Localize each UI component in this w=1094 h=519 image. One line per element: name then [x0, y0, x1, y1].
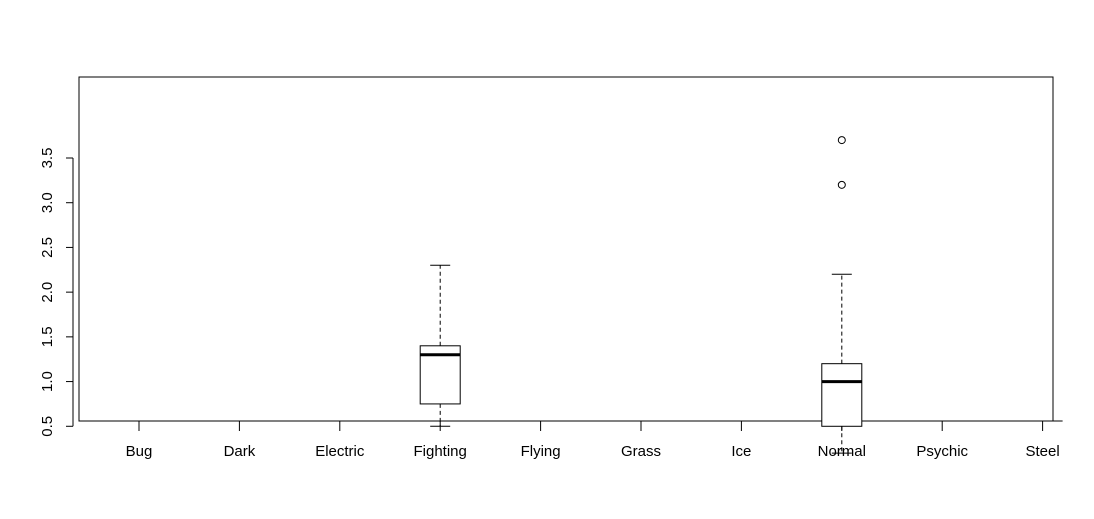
x-tick-label: Dark [224, 443, 256, 460]
y-tick-label: 0.5 [39, 416, 56, 437]
y-tick-label: 2.0 [39, 282, 56, 303]
box-body [821, 363, 863, 427]
y-tick-label: 3.5 [39, 148, 56, 169]
y-tick-label: 3.0 [39, 192, 56, 213]
x-tick-label: Steel [1025, 443, 1059, 460]
x-tick-label: Fighting [414, 443, 467, 460]
box-normal [821, 136, 863, 454]
x-axis: Bug Dark Electric Fighting Flying Grass Ice Nor… [126, 420, 1060, 460]
x-tick-label: Electric [315, 443, 365, 460]
plot-frame [78, 76, 1054, 422]
y-tick-label: 2.5 [39, 237, 56, 258]
box-group [119, 136, 1063, 454]
x-tick-label: Psychic [916, 443, 968, 460]
outlier-point [837, 136, 846, 145]
box-fighting [419, 264, 461, 427]
outlier-point [837, 180, 846, 189]
x-tick-label: Flying [521, 443, 561, 460]
x-tick-label: Normal [818, 443, 866, 460]
y-tick-label: 1.5 [39, 326, 56, 347]
x-tick-label: Grass [621, 443, 661, 460]
x-tick-label: Bug [126, 443, 153, 460]
x-tick-label: Ice [731, 443, 751, 460]
y-tick-label: 1.0 [39, 371, 56, 392]
y-axis: 0.5 1.0 1.5 2.0 2.5 3.0 3.5 [39, 148, 74, 437]
